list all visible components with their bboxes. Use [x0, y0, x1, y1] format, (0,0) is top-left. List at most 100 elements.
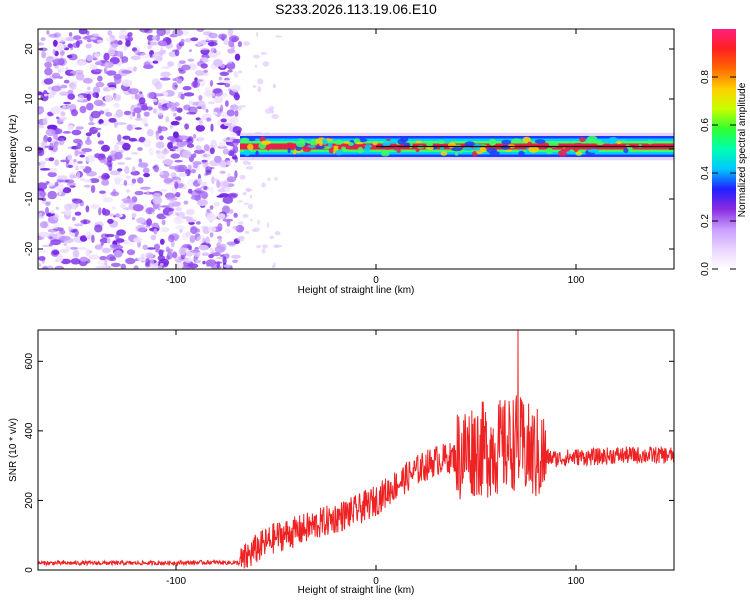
spectrogram-noise-speck	[180, 38, 185, 44]
spectrogram-noise-speck	[95, 265, 107, 269]
spectrogram-noise-speck	[103, 52, 110, 61]
spectrogram-noise-speck	[231, 254, 241, 259]
spectrogram-band-blob	[620, 143, 627, 146]
spectrogram-noise-speck	[159, 77, 171, 81]
spectrogram-noise-speck	[143, 139, 152, 148]
spectrogram-band-blob	[255, 150, 259, 157]
spectrogram-noise-speck	[85, 30, 90, 35]
spectrogram-noise-speck	[267, 222, 270, 228]
spectrogram-noise-speck	[123, 242, 133, 245]
spectrogram-noise-speck	[261, 248, 266, 254]
spectrogram-noise-speck	[46, 30, 50, 35]
spectrogram-noise-speck	[147, 39, 151, 45]
spectrogram-noise-speck	[146, 190, 150, 195]
spectrogram-noise-speck	[155, 249, 165, 253]
spectrogram-noise-speck	[274, 231, 281, 236]
spectrogram-noise-speck	[201, 245, 209, 251]
spectrogram-noise-speck	[148, 147, 154, 156]
spectrogram-noise-speck	[170, 120, 180, 126]
spectrogram-noise-speck	[165, 255, 170, 261]
spectrogram-noise-speck	[133, 237, 143, 243]
spectrogram-noise-speck	[70, 258, 81, 265]
spectrogram-noise-speck	[88, 250, 93, 254]
spectrogram-noise-speck	[172, 112, 177, 117]
snr-x-tick-label: 0	[373, 576, 379, 587]
spectrogram-noise-speck	[201, 252, 210, 256]
spectrogram-noise-speck	[203, 144, 210, 152]
spectrogram-noise-speck	[97, 132, 101, 138]
spectrogram-noise-speck	[157, 40, 169, 47]
spectrogram-noise-speck	[121, 70, 132, 74]
spectrogram-noise-speck	[178, 172, 187, 177]
spectrogram-noise-speck	[101, 174, 105, 180]
spectrogram-noise-speck	[160, 71, 172, 78]
spectrogram-band-blob	[621, 140, 626, 144]
colorbar-label: Normalized spectral amplitude	[737, 82, 748, 217]
spectrogram-noise-speck	[100, 241, 104, 246]
spectrogram-band-blob	[579, 136, 586, 143]
spectrogram-noise-speck	[126, 249, 136, 256]
spectrogram-band-blob	[318, 139, 323, 147]
spectrogram-noise-speck	[153, 228, 158, 235]
spectrogram-noise-speck	[71, 129, 82, 136]
spectrogram-noise-speck	[96, 221, 104, 225]
spectrogram-noise-speck	[165, 246, 170, 253]
spectrogram-noise-speck	[166, 197, 178, 201]
spectrogram-noise-speck	[187, 58, 195, 62]
spectrogram-noise-speck	[257, 78, 264, 85]
spectrogram-noise-speck	[107, 49, 116, 56]
spectrogram-noise-speck	[50, 106, 62, 115]
spectrogram-noise-speck	[195, 124, 205, 132]
spectrogram-noise-speck	[176, 107, 183, 113]
spectrogram-band-blob	[287, 147, 291, 154]
spectrogram-noise-speck	[113, 103, 120, 108]
spectrogram-noise-speck	[219, 181, 229, 189]
snr-y-tick-label: 200	[24, 492, 35, 509]
spectrogram-noise-speck	[174, 116, 182, 121]
spectrogram-noise-speck	[189, 235, 196, 244]
spectrogram-noise-speck	[150, 265, 158, 269]
spectrogram-noise-speck	[132, 204, 144, 212]
spectrogram-noise-speck	[204, 173, 209, 176]
spectrogram-noise-speck	[176, 206, 182, 212]
spectrogram-noise-speck	[86, 38, 92, 43]
spectrogram-noise-speck	[52, 58, 64, 66]
spectrogram-band-blob	[573, 142, 584, 146]
spectrogram-noise-speck	[184, 123, 190, 130]
spectrogram-noise-speck	[68, 82, 75, 88]
spectrogram-band-blob	[647, 140, 654, 145]
spectrogram-noise-speck	[222, 256, 227, 265]
spectrogram-noise-speck	[130, 95, 136, 100]
spectrogram-noise-speck	[105, 112, 113, 117]
spectrogram-noise-speck	[107, 218, 114, 224]
spectrogram-noise-speck	[274, 177, 278, 181]
spectrogram-noise-speck	[163, 177, 173, 184]
spectrogram-noise-speck	[200, 63, 208, 69]
spectrogram-noise-speck	[184, 258, 193, 263]
spectrogram-band-blob	[500, 145, 511, 150]
spectrogram-noise-speck	[49, 226, 58, 230]
spectrogram-noise-speck	[183, 92, 195, 97]
spectrogram-band-blob	[364, 144, 373, 149]
spectrogram-noise-speck	[130, 170, 140, 176]
spectrogram-noise-speck	[122, 142, 131, 151]
spectrogram-band-blob	[292, 151, 297, 155]
spectrogram-x-tick-label: -100	[166, 275, 186, 286]
spectrogram-noise-speck	[55, 206, 59, 210]
spectrogram-band-blob	[454, 151, 459, 156]
spectrogram-noise-speck	[190, 169, 197, 174]
spectrogram-band-blob	[528, 145, 539, 153]
spectrogram-noise-speck	[207, 41, 218, 47]
spectrogram-noise-speck	[85, 231, 93, 239]
spectrogram-noise-speck	[234, 109, 239, 118]
spectrogram-noise-speck	[208, 101, 215, 105]
spectrogram-noise-speck	[203, 186, 208, 190]
spectrogram-noise-speck	[170, 146, 179, 150]
spectrogram-noise-speck	[172, 131, 179, 139]
spectrogram-noise-speck	[123, 110, 132, 116]
spectrogram-noise-speck	[44, 61, 52, 68]
spectrogram-noise-speck	[147, 44, 153, 50]
spectrogram-noise-speck	[175, 216, 181, 223]
spectrogram-noise-speck	[143, 64, 154, 69]
spectrogram-noise-speck	[262, 244, 268, 249]
